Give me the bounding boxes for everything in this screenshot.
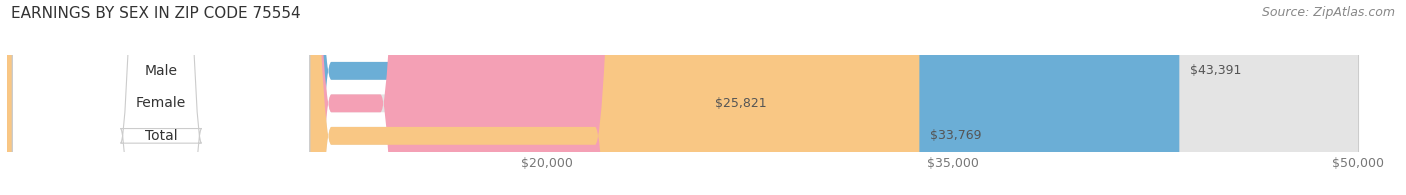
FancyBboxPatch shape (13, 0, 309, 195)
FancyBboxPatch shape (7, 0, 1358, 195)
Text: $43,391: $43,391 (1189, 64, 1241, 77)
FancyBboxPatch shape (13, 0, 309, 195)
FancyBboxPatch shape (7, 0, 704, 195)
FancyBboxPatch shape (7, 0, 1358, 195)
FancyBboxPatch shape (13, 0, 309, 195)
Text: $33,769: $33,769 (931, 129, 981, 142)
FancyBboxPatch shape (7, 0, 920, 195)
Text: Source: ZipAtlas.com: Source: ZipAtlas.com (1261, 6, 1395, 19)
Text: EARNINGS BY SEX IN ZIP CODE 75554: EARNINGS BY SEX IN ZIP CODE 75554 (11, 6, 301, 21)
Text: Female: Female (136, 96, 186, 110)
FancyBboxPatch shape (7, 0, 1358, 195)
Text: $25,821: $25,821 (716, 97, 768, 110)
Text: Male: Male (145, 64, 177, 78)
FancyBboxPatch shape (7, 0, 1180, 195)
Text: Total: Total (145, 129, 177, 143)
